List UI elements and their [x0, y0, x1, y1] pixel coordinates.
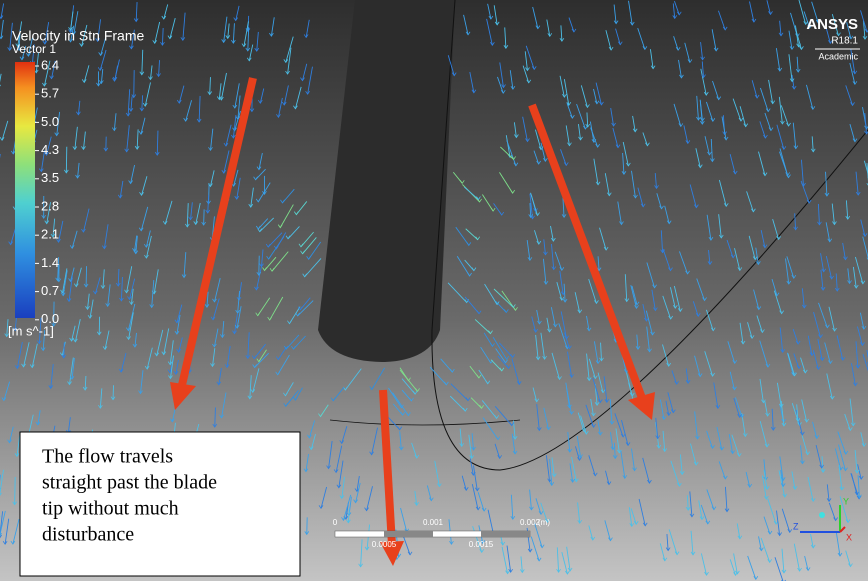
legend-tick-label: 0.7 — [41, 283, 59, 298]
page: Velocity in Stn Frame Vector 1 6.45.75.0… — [0, 0, 868, 581]
annotation-line: tip without much — [42, 498, 179, 520]
vector — [64, 342, 65, 358]
vector — [15, 477, 16, 505]
triad-label: Z — [793, 521, 799, 531]
logo-version: R18.1 — [831, 36, 858, 47]
legend-tick-label: 5.0 — [41, 114, 59, 129]
annotation-line: straight past the blade — [42, 472, 217, 494]
triad-label: Y — [843, 496, 849, 506]
legend-tick-label: 4.3 — [41, 142, 59, 157]
legend-tick-label: 3.5 — [41, 170, 59, 185]
scale-label: 0.0005 — [372, 540, 397, 549]
color-bar — [15, 62, 35, 318]
legend-unit: [m s^-1] — [8, 323, 54, 338]
legend-tick-label: 5.7 — [41, 86, 59, 101]
legend-tick-label: 2.1 — [41, 227, 59, 242]
scale-bar-segment — [481, 531, 530, 537]
legend-tick-label: 6.4 — [41, 57, 59, 72]
triad-dot — [819, 512, 825, 518]
legend-tick-label: 1.4 — [41, 255, 59, 270]
logo-edition: Academic — [818, 51, 858, 61]
annotation-line: The flow travels — [42, 446, 173, 468]
scale-label: 0.001 — [423, 518, 444, 527]
annotation-line: disturbance — [42, 524, 134, 546]
scale-bar-segment — [384, 531, 433, 537]
viewport: Velocity in Stn Frame Vector 1 6.45.75.0… — [0, 0, 868, 581]
logo-name: ANSYS — [806, 16, 858, 33]
legend-tick-label: 2.8 — [41, 198, 59, 213]
scale-label: 0.0015 — [469, 540, 494, 549]
legend-subtitle: Vector 1 — [12, 42, 56, 56]
scale-label: 0 — [333, 518, 338, 527]
scale-label: (m) — [538, 518, 550, 527]
triad-label: X — [846, 532, 852, 542]
